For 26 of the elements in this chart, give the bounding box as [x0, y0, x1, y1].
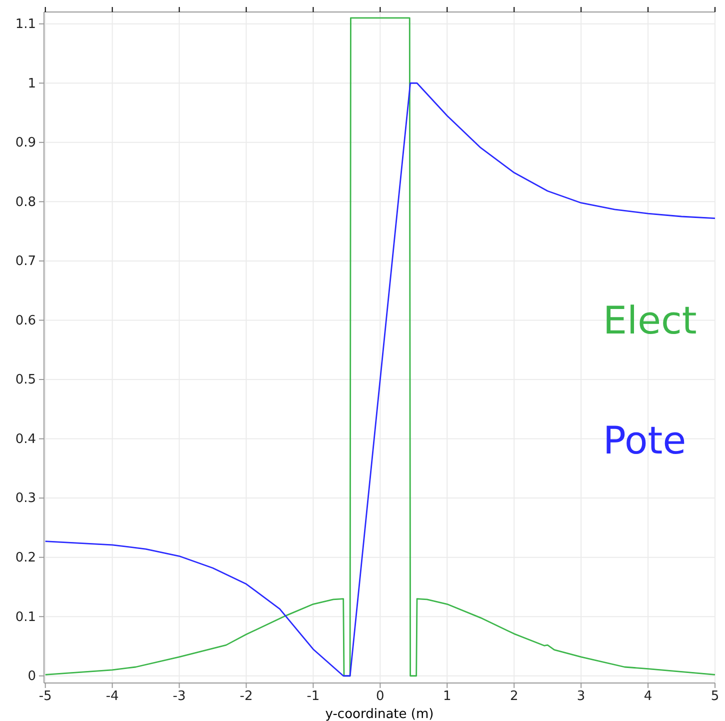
y-tick-label: 0.1	[15, 610, 36, 625]
y-tick-label: 0.3	[15, 491, 36, 506]
y-tick-label: 1	[28, 76, 36, 92]
text: Pote	[603, 418, 686, 463]
y-tick-label: 0.9	[15, 136, 36, 151]
x-tick-label: 5	[710, 689, 720, 704]
y-tick-label: 0.4	[15, 432, 36, 447]
x-tick-label: -4	[106, 689, 119, 704]
x-tick-label: -2	[240, 689, 253, 704]
y-tick-label: 0	[28, 669, 36, 684]
y-tick-label: 0.2	[15, 550, 36, 566]
x-tick-label: 0	[376, 689, 384, 704]
x-tick-label: -5	[38, 689, 52, 704]
x-tick-label: -1	[306, 689, 320, 704]
text: Elect	[603, 298, 697, 343]
x-tick-label: 4	[644, 689, 652, 704]
y-tick-label: 0.6	[15, 313, 36, 328]
y-tick-label: 1.1	[15, 17, 36, 32]
y-tick-label: 0.7	[15, 254, 36, 270]
x-tick-label: 1	[442, 689, 452, 704]
x-tick-label: 2	[510, 689, 518, 704]
x-tick-label: 3	[576, 689, 586, 704]
y-tick-label: 0.8	[15, 194, 36, 210]
x-tick-label: -3	[172, 689, 186, 704]
x-axis-title: y-coordinate (m)	[325, 707, 434, 721]
y-tick-label: 0.5	[15, 372, 36, 388]
